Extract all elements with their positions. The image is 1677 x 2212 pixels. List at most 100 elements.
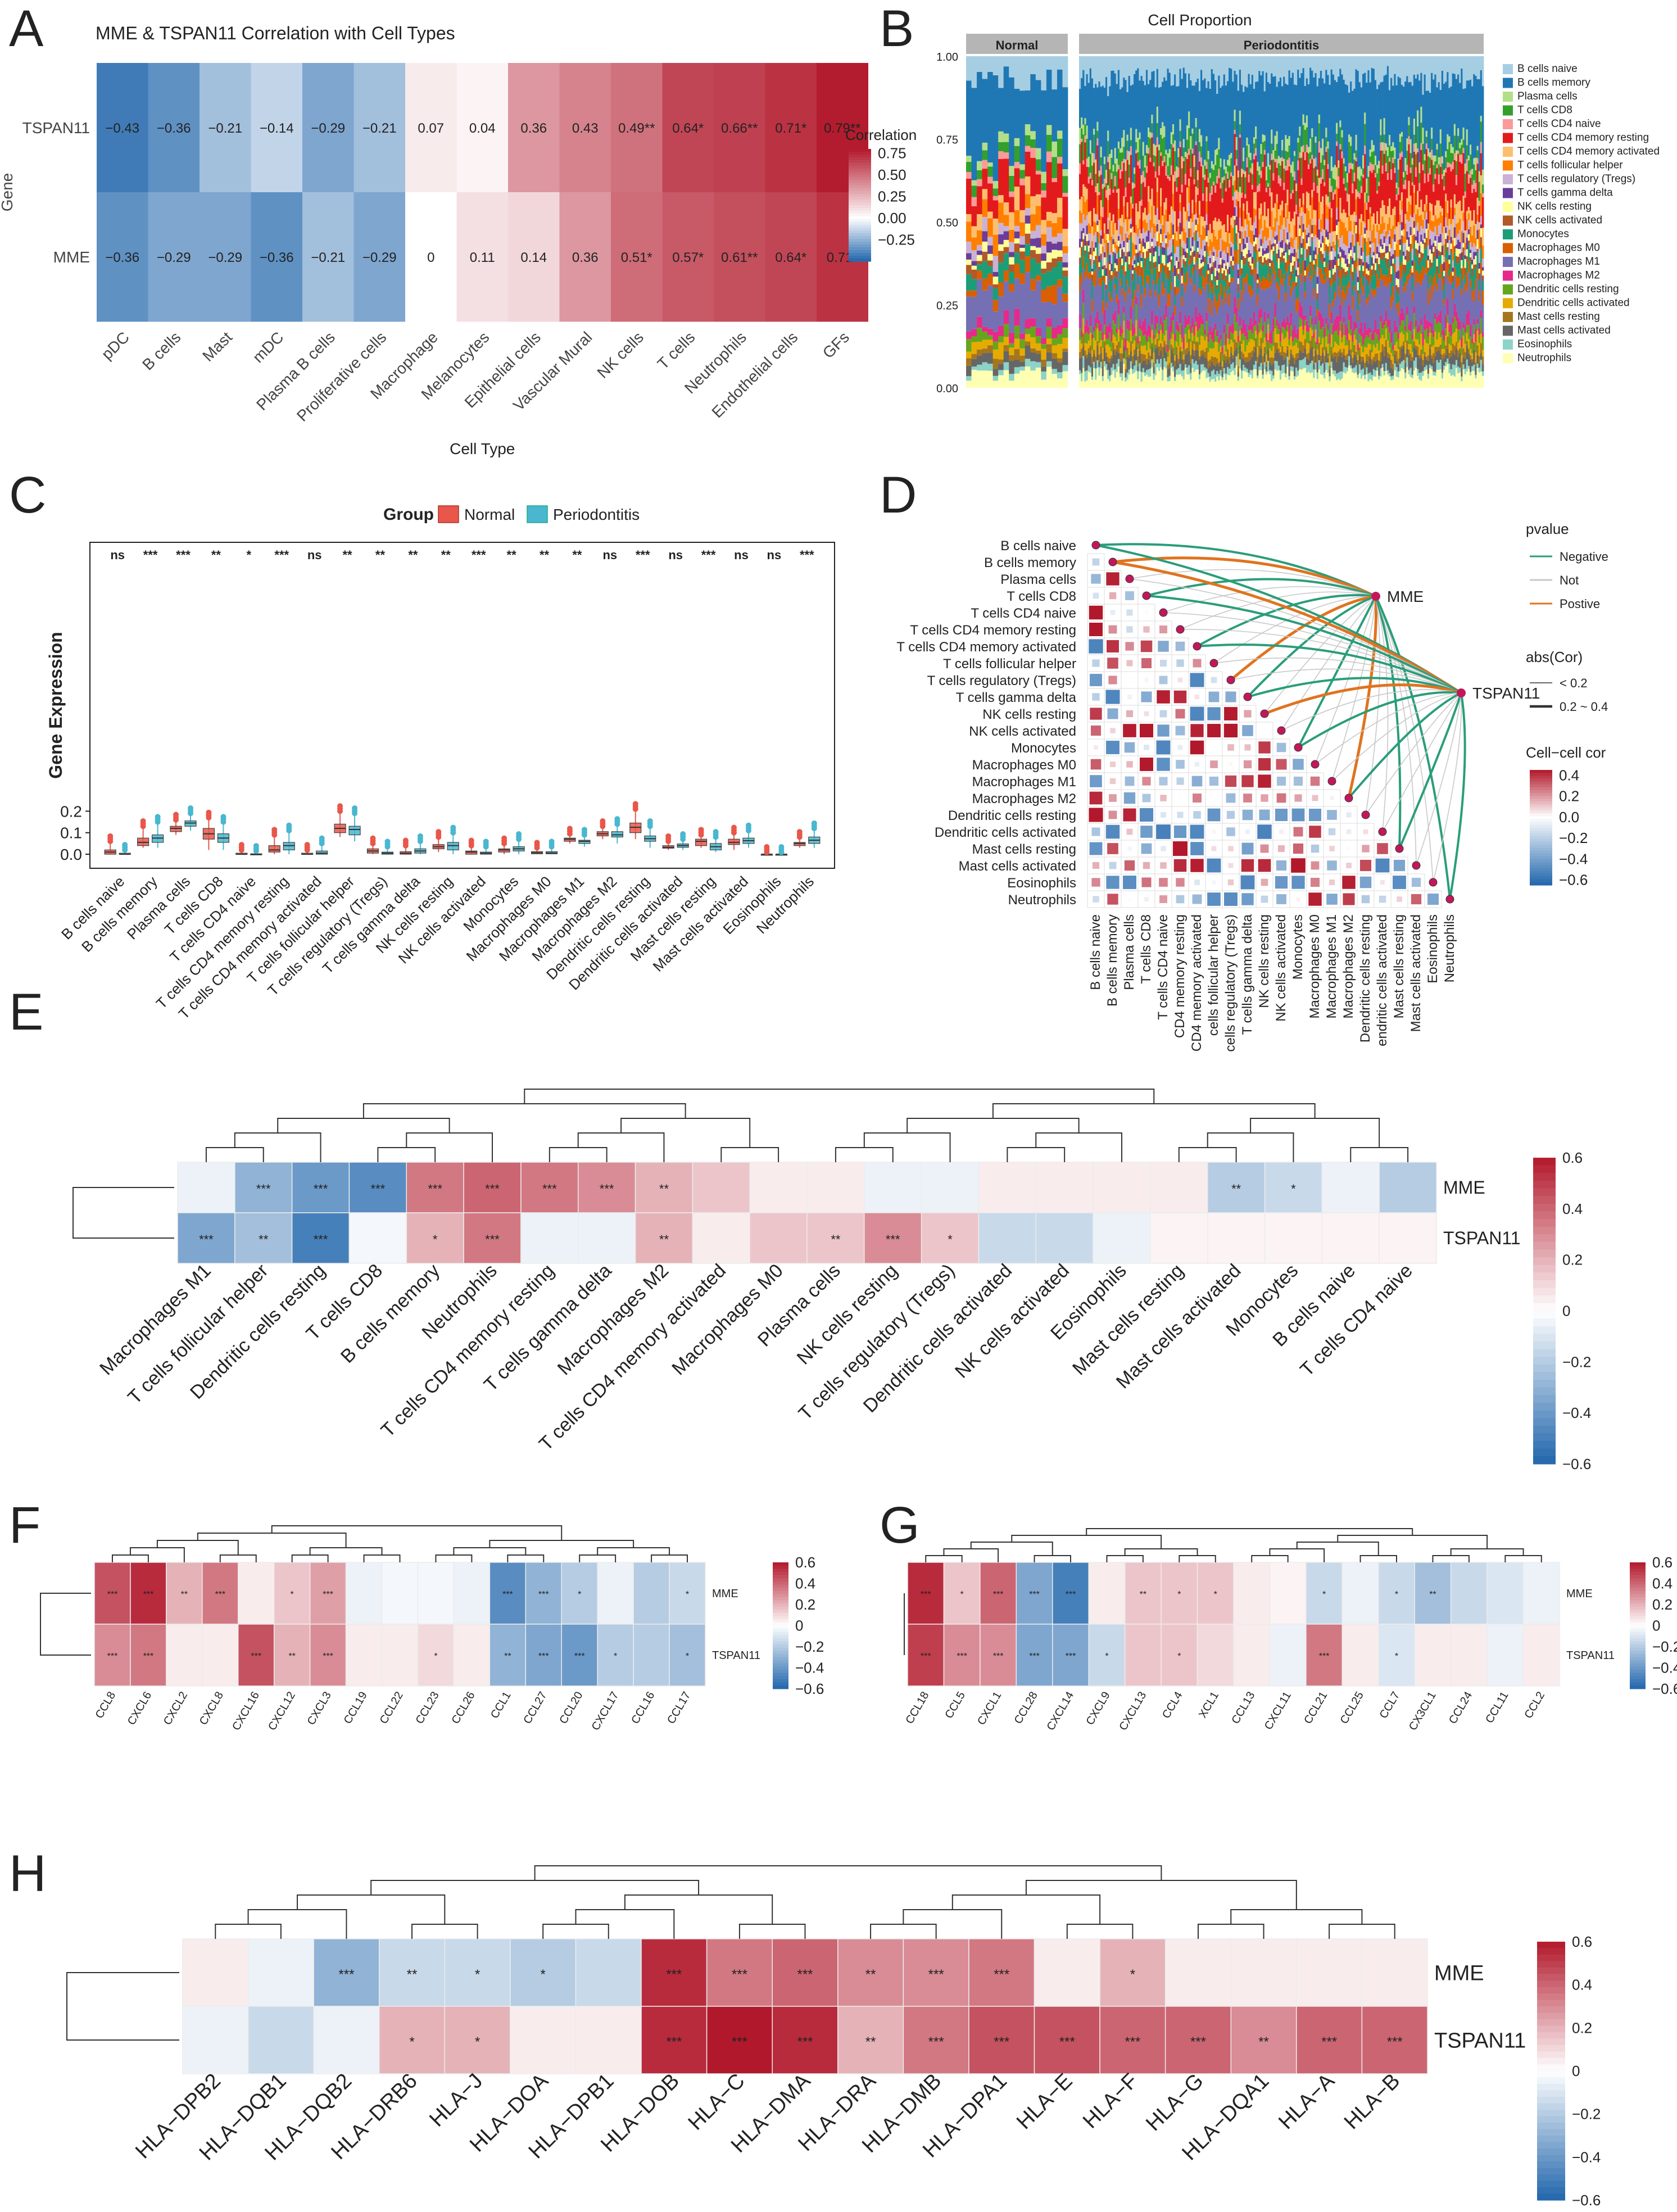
stacked-bar-segment — [1293, 151, 1296, 156]
stacked-bar-segment — [1307, 164, 1310, 169]
stacked-bar-segment — [1297, 249, 1299, 259]
stacked-bar-segment — [1140, 363, 1143, 372]
stacked-bar-segment — [1369, 268, 1372, 282]
stacked-bar-segment — [1357, 378, 1359, 388]
stacked-bar-segment — [1338, 176, 1340, 189]
stacked-bar-segment — [1418, 215, 1421, 232]
stacked-bar-segment — [1366, 256, 1368, 262]
stacked-bar-segment — [1107, 344, 1109, 357]
stacked-bar-segment — [1322, 56, 1324, 79]
stacked-bar-segment — [1232, 261, 1234, 266]
stacked-bar-segment — [1235, 216, 1238, 225]
stacked-bar-segment — [1216, 285, 1218, 289]
stacked-bar-segment — [1358, 342, 1361, 348]
stacked-bar-segment — [1269, 196, 1271, 227]
stacked-bar-segment — [1165, 361, 1167, 369]
stacked-bar-segment — [1125, 170, 1127, 188]
stacked-bar-segment — [1329, 284, 1331, 304]
stacked-bar-segment — [1246, 201, 1248, 215]
stacked-bar-segment — [1338, 167, 1340, 176]
stacked-bar-segment — [1399, 371, 1402, 388]
stacked-bar-segment — [1142, 228, 1145, 239]
stacked-bar-segment — [1109, 264, 1111, 270]
stacked-bar-segment — [1193, 56, 1196, 86]
stacked-bar-segment — [1195, 262, 1198, 307]
stacked-bar-segment — [1309, 316, 1312, 328]
stacked-bar-segment — [1404, 265, 1407, 274]
stacked-bar-segment — [977, 161, 982, 170]
stacked-bar-segment — [1174, 253, 1176, 266]
stacked-bar-segment — [1277, 56, 1280, 82]
stacked-bar-segment — [1145, 341, 1148, 351]
stacked-bar-segment — [1128, 264, 1131, 270]
stacked-bar-segment — [1087, 167, 1090, 177]
stacked-bar-segment — [1096, 255, 1099, 268]
stacked-bar-segment — [1279, 77, 1282, 158]
stacked-bar-segment — [1378, 279, 1380, 288]
stacked-bar-segment — [1170, 238, 1173, 253]
stacked-bar-segment — [1255, 215, 1257, 229]
stacked-bar-segment — [992, 56, 999, 75]
stacked-bar-segment — [1374, 270, 1377, 276]
stacked-bar-segment — [1246, 369, 1248, 373]
stacked-bar-segment — [1322, 347, 1324, 353]
stacked-bar-segment — [1035, 343, 1041, 351]
stacked-bar-segment — [1123, 252, 1125, 257]
stacked-bar-segment — [1145, 364, 1148, 370]
stacked-bar-segment — [1214, 236, 1217, 250]
stacked-bar-segment — [1156, 359, 1159, 368]
stacked-bar-segment — [1235, 348, 1238, 357]
stacked-bar-segment — [1209, 88, 1212, 173]
stacked-bar-segment — [1267, 339, 1270, 350]
stacked-bar-segment — [1274, 217, 1277, 232]
stacked-bar-segment — [1229, 256, 1231, 267]
stacked-bar-segment — [1003, 351, 1009, 362]
stacked-bar-segment — [1358, 166, 1361, 181]
stacked-bar-segment — [1149, 161, 1152, 200]
stacked-bar-segment — [1167, 221, 1170, 232]
stacked-bar-segment — [1400, 151, 1403, 157]
stacked-bar-segment — [1374, 224, 1377, 238]
stacked-bar-segment — [1408, 117, 1410, 125]
stacked-bar-segment — [1376, 56, 1379, 89]
stacked-bar-segment — [1350, 242, 1352, 250]
stacked-bar-segment — [1186, 88, 1189, 126]
stacked-bar-segment — [1202, 324, 1204, 337]
stacked-bar-segment — [1316, 86, 1319, 170]
stacked-bar-segment — [1324, 251, 1326, 258]
stacked-bar-segment — [1417, 152, 1419, 191]
stacked-bar-segment — [1205, 242, 1208, 252]
stacked-bar-segment — [1364, 276, 1366, 323]
stacked-bar-segment — [1302, 368, 1305, 388]
stacked-bar-segment — [1121, 56, 1123, 88]
stacked-bar-segment — [1117, 359, 1120, 366]
stacked-bar-segment — [1253, 369, 1256, 388]
stacked-bar-segment — [1341, 151, 1343, 158]
stacked-bar-segment — [1216, 342, 1218, 359]
stacked-bar-segment — [1202, 177, 1204, 194]
stacked-bar-segment — [1339, 349, 1341, 353]
stacked-bar-segment — [1218, 169, 1220, 178]
stacked-bar-segment — [1198, 269, 1201, 275]
stacked-bar-segment — [1162, 333, 1164, 341]
stacked-bar-segment — [1338, 160, 1340, 168]
stacked-bar-segment — [1176, 294, 1178, 321]
stacked-bar-segment — [1137, 371, 1139, 379]
stacked-bar-segment — [1415, 346, 1417, 350]
stacked-bar-segment — [1403, 172, 1405, 178]
stacked-bar-segment — [1212, 170, 1215, 182]
stacked-bar-segment — [1338, 247, 1340, 255]
stacked-bar-segment — [966, 376, 972, 381]
stacked-bar-segment — [1336, 343, 1338, 353]
stacked-bar-segment — [1137, 228, 1139, 237]
stacked-bar-segment — [1151, 206, 1153, 228]
stacked-bar-segment — [971, 279, 977, 291]
stacked-bar-segment — [1343, 258, 1345, 269]
stacked-bar-segment — [1306, 320, 1308, 332]
stacked-bar-segment — [1320, 219, 1322, 232]
stacked-bar-segment — [1117, 165, 1120, 170]
heatmap-cell — [714, 192, 765, 322]
panel-letter-H: H — [9, 1845, 46, 1902]
stacked-bar-segment — [1276, 289, 1279, 320]
stacked-bar-segment — [1417, 375, 1419, 388]
